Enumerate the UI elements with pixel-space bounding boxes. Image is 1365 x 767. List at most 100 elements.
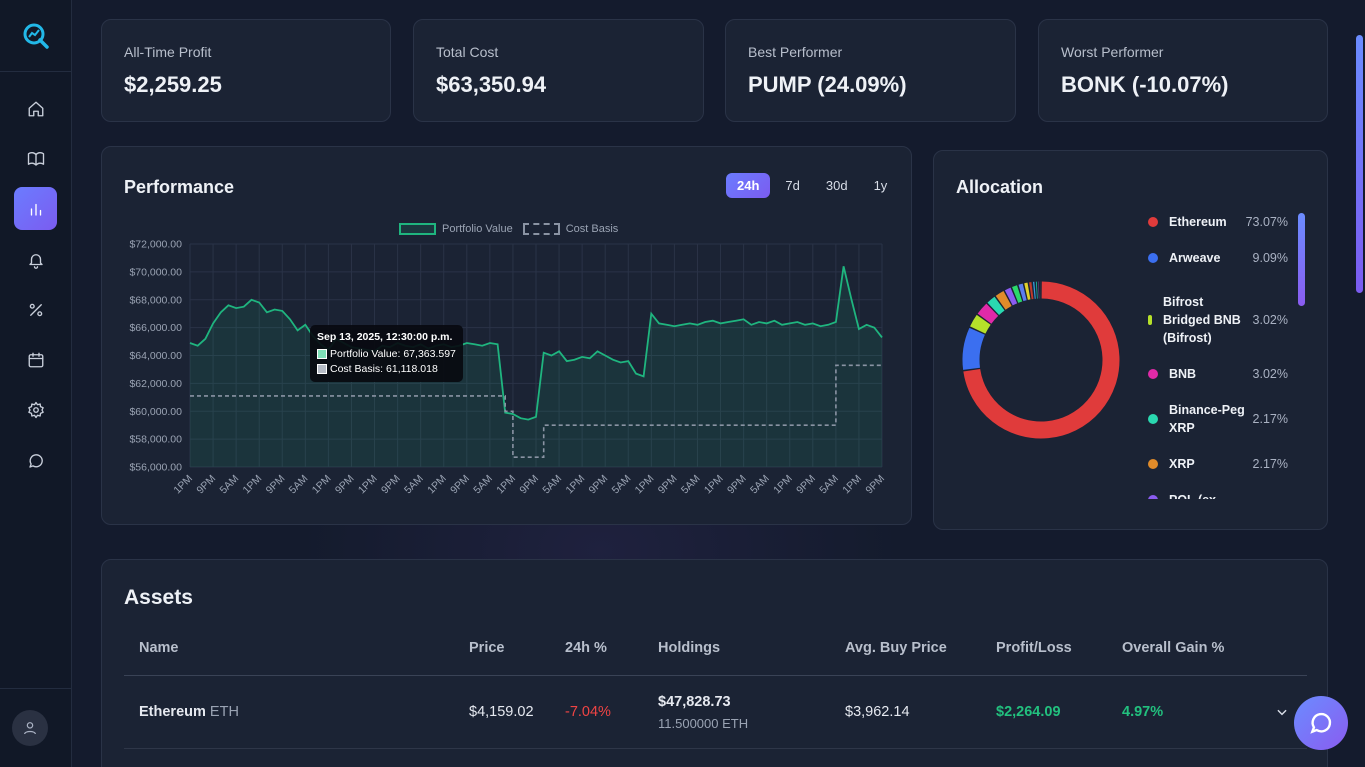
- performance-chart[interactable]: $72,000.00 $70,000.00 $68,000.00 $66,000.00…: [102, 147, 913, 526]
- stat-card-best: Best Performer PUMP (24.09%): [725, 19, 1016, 122]
- x-tick-label: 1PM: [241, 473, 265, 497]
- series-line-portfolio[interactable]: [189, 266, 883, 421]
- donut-slice[interactable]: [1018, 283, 1027, 302]
- donut-slice[interactable]: [1004, 287, 1018, 306]
- allocation-item[interactable]: Bifrost Bridged BNB (Bifrost) 3.02%: [1148, 293, 1288, 347]
- allocation-item[interactable]: POL (ex-: [1148, 491, 1288, 499]
- range-tabs: 24h 7d 30d 1y: [726, 173, 898, 198]
- performance-panel: Performance 24h 7d 30d 1y Portfolio Valu…: [101, 146, 912, 525]
- donut-slice[interactable]: [963, 281, 1120, 439]
- series-area-portfolio: [190, 266, 882, 467]
- col-profit[interactable]: Profit/Loss: [996, 640, 1072, 656]
- col-avg-buy[interactable]: Avg. Buy Price: [845, 640, 947, 656]
- y-tick-label: $58,000.00: [129, 434, 182, 446]
- percent-icon: [29, 303, 42, 316]
- nav-calendar[interactable]: [14, 338, 57, 381]
- donut-slice[interactable]: [1024, 282, 1031, 300]
- asset-price: $4,159.02: [469, 704, 534, 720]
- panel-title: Allocation: [956, 177, 1044, 197]
- range-tab-30d[interactable]: 30d: [825, 178, 848, 193]
- tooltip-title: Sep 13, 2025, 12:30:00 p.m.: [317, 331, 453, 343]
- donut-slice[interactable]: [995, 291, 1012, 310]
- col-24h[interactable]: 24h %: [565, 640, 607, 656]
- allocation-name: Ethereum: [1169, 215, 1227, 229]
- donut-slice[interactable]: [977, 303, 999, 324]
- allocation-name: Bifrost Bridged BNB (Bifrost): [1163, 295, 1241, 345]
- x-tick-label: 9PM: [379, 473, 403, 497]
- allocation-legend: Ethereum 73.07% Arweave 9.09% Bifrost Bridge…: [1148, 213, 1288, 499]
- allocation-donut[interactable]: [954, 273, 1128, 447]
- allocation-pct: 2.17%: [1252, 457, 1288, 471]
- x-tick-label: 5AM: [748, 473, 772, 497]
- x-tick-label: 5AM: [218, 473, 242, 497]
- range-tab-7d[interactable]: 7d: [785, 178, 800, 193]
- x-tick-label: 9PM: [863, 473, 887, 497]
- allocation-swatch: [1148, 495, 1158, 499]
- allocation-item[interactable]: XRP 2.17%: [1148, 455, 1288, 473]
- nav-alerts[interactable]: [14, 238, 57, 281]
- allocation-item[interactable]: BNB 3.02%: [1148, 365, 1288, 383]
- page-scrollbar[interactable]: [1356, 35, 1363, 293]
- range-tab-24h[interactable]: 24h: [726, 173, 771, 198]
- x-tick-label: 9PM: [725, 473, 749, 497]
- logo-icon[interactable]: [22, 22, 50, 50]
- x-tick-label: 5AM: [817, 473, 841, 497]
- nav-settings[interactable]: [14, 388, 57, 431]
- range-tab-1y[interactable]: 1y: [873, 178, 888, 193]
- y-tick-label: $68,000.00: [129, 294, 182, 306]
- nav-percent[interactable]: [14, 288, 57, 331]
- y-tick-label: $60,000.00: [129, 406, 182, 418]
- allocation-swatch: [1148, 369, 1158, 379]
- allocation-item[interactable]: Binance-Peg XRP 2.17%: [1148, 401, 1288, 437]
- gear-icon: [27, 401, 44, 418]
- allocation-scrollbar[interactable]: [1298, 213, 1305, 306]
- x-tick-label: 1PM: [310, 473, 334, 497]
- user-avatar[interactable]: [12, 710, 48, 746]
- allocation-item[interactable]: Arweave 9.09%: [1148, 249, 1288, 267]
- x-tick-label: 9PM: [194, 473, 218, 497]
- nav-home[interactable]: [14, 87, 57, 130]
- x-tick-label: 9PM: [448, 473, 472, 497]
- asset-name-cell: Ethereum ETH: [139, 704, 239, 720]
- stat-value: BONK (-10.07%): [1061, 72, 1229, 97]
- allocation-pct: 3.02%: [1252, 313, 1288, 327]
- x-tick-label: 1PM: [702, 473, 726, 497]
- donut-slice[interactable]: [1012, 285, 1023, 303]
- y-tick-label: $56,000.00: [129, 462, 182, 474]
- x-tick-label: 5AM: [540, 473, 564, 497]
- x-tick-label: 1PM: [494, 473, 518, 497]
- asset-name: Ethereum: [139, 704, 206, 720]
- donut-slice[interactable]: [962, 327, 986, 370]
- chart-tooltip: Sep 13, 2025, 12:30:00 p.m. Portfolio Va…: [310, 325, 463, 382]
- col-price[interactable]: Price: [469, 640, 505, 656]
- donut-slice[interactable]: [970, 314, 991, 334]
- x-tick-label: 9PM: [264, 473, 288, 497]
- legend-swatch-portfolio[interactable]: [399, 223, 436, 235]
- asset-holdings-value: $47,828.73: [658, 694, 731, 710]
- allocation-item[interactable]: Ethereum 73.07%: [1148, 213, 1288, 231]
- nav-messages[interactable]: [14, 439, 57, 482]
- chevron-down-icon[interactable]: [1275, 705, 1289, 719]
- nav-portfolio[interactable]: [14, 187, 57, 230]
- col-gain[interactable]: Overall Gain %: [1122, 640, 1225, 656]
- tooltip-portfolio: Portfolio Value: 67,363.597: [330, 348, 456, 360]
- stat-label: Best Performer: [748, 44, 843, 60]
- col-holdings[interactable]: Holdings: [658, 640, 721, 656]
- legend-swatch-cost[interactable]: [522, 223, 560, 235]
- chat-button[interactable]: [1294, 696, 1348, 750]
- allocation-name: POL (ex-: [1169, 491, 1251, 499]
- col-name[interactable]: Name: [139, 640, 179, 656]
- table-row[interactable]: Ethereum ETH $4,159.02 -7.04% $47,828.73…: [124, 676, 1307, 749]
- stat-value: $63,350.94: [436, 72, 547, 97]
- donut-slice[interactable]: [987, 296, 1005, 316]
- allocation-pct: 3.02%: [1252, 367, 1288, 381]
- x-tick-label: 5AM: [471, 473, 495, 497]
- asset-holdings-amount: 11.500000 ETH: [658, 716, 749, 731]
- nav-learn[interactable]: [14, 137, 57, 180]
- bar-chart-icon: [30, 203, 41, 216]
- x-tick-label: 1PM: [771, 473, 795, 497]
- stat-card-profit: All-Time Profit $2,259.25: [101, 19, 391, 122]
- x-tick-label: 5AM: [402, 473, 426, 497]
- series-line-cost-basis[interactable]: [190, 364, 882, 458]
- allocation-pct: 9.09%: [1252, 251, 1288, 265]
